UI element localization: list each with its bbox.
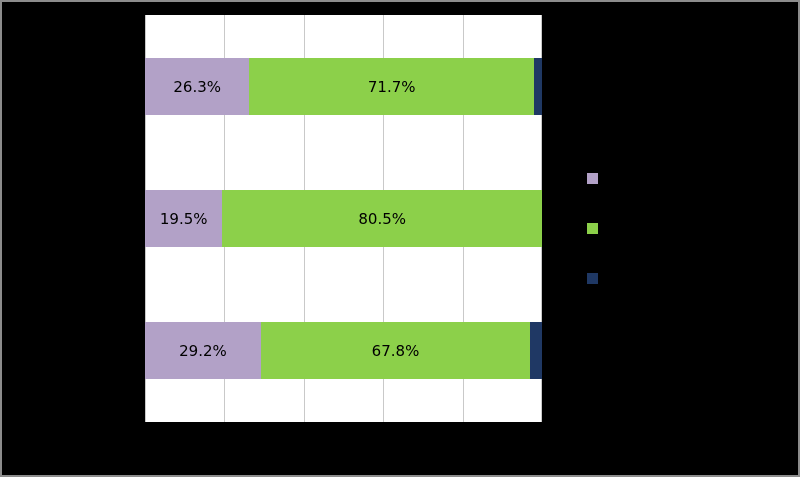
bar-segment-purple: 29.2% — [145, 322, 261, 379]
bar-row-top: 26.3% 71.7% — [145, 58, 542, 115]
bar-segment-green: 71.7% — [249, 58, 535, 115]
bar-segment-green: 67.8% — [260, 322, 531, 379]
bar-row-middle: 19.5% 80.5% — [145, 190, 542, 247]
legend-swatch-purple — [587, 173, 598, 184]
legend-swatch-green — [587, 223, 598, 234]
bar-segment-purple: 26.3% — [145, 58, 250, 115]
bar-row-bottom: 29.2% 67.8% — [145, 322, 542, 379]
bar-segment-navy — [530, 322, 542, 379]
legend-swatch-navy — [587, 273, 598, 284]
legend — [587, 173, 598, 284]
bar-segment-green: 80.5% — [222, 190, 542, 247]
plot-area: 26.3% 71.7% 19.5% 80.5% 29.2% 67.8% — [145, 15, 542, 422]
bar-segment-purple: 19.5% — [145, 190, 223, 247]
bar-segment-navy — [534, 58, 542, 115]
